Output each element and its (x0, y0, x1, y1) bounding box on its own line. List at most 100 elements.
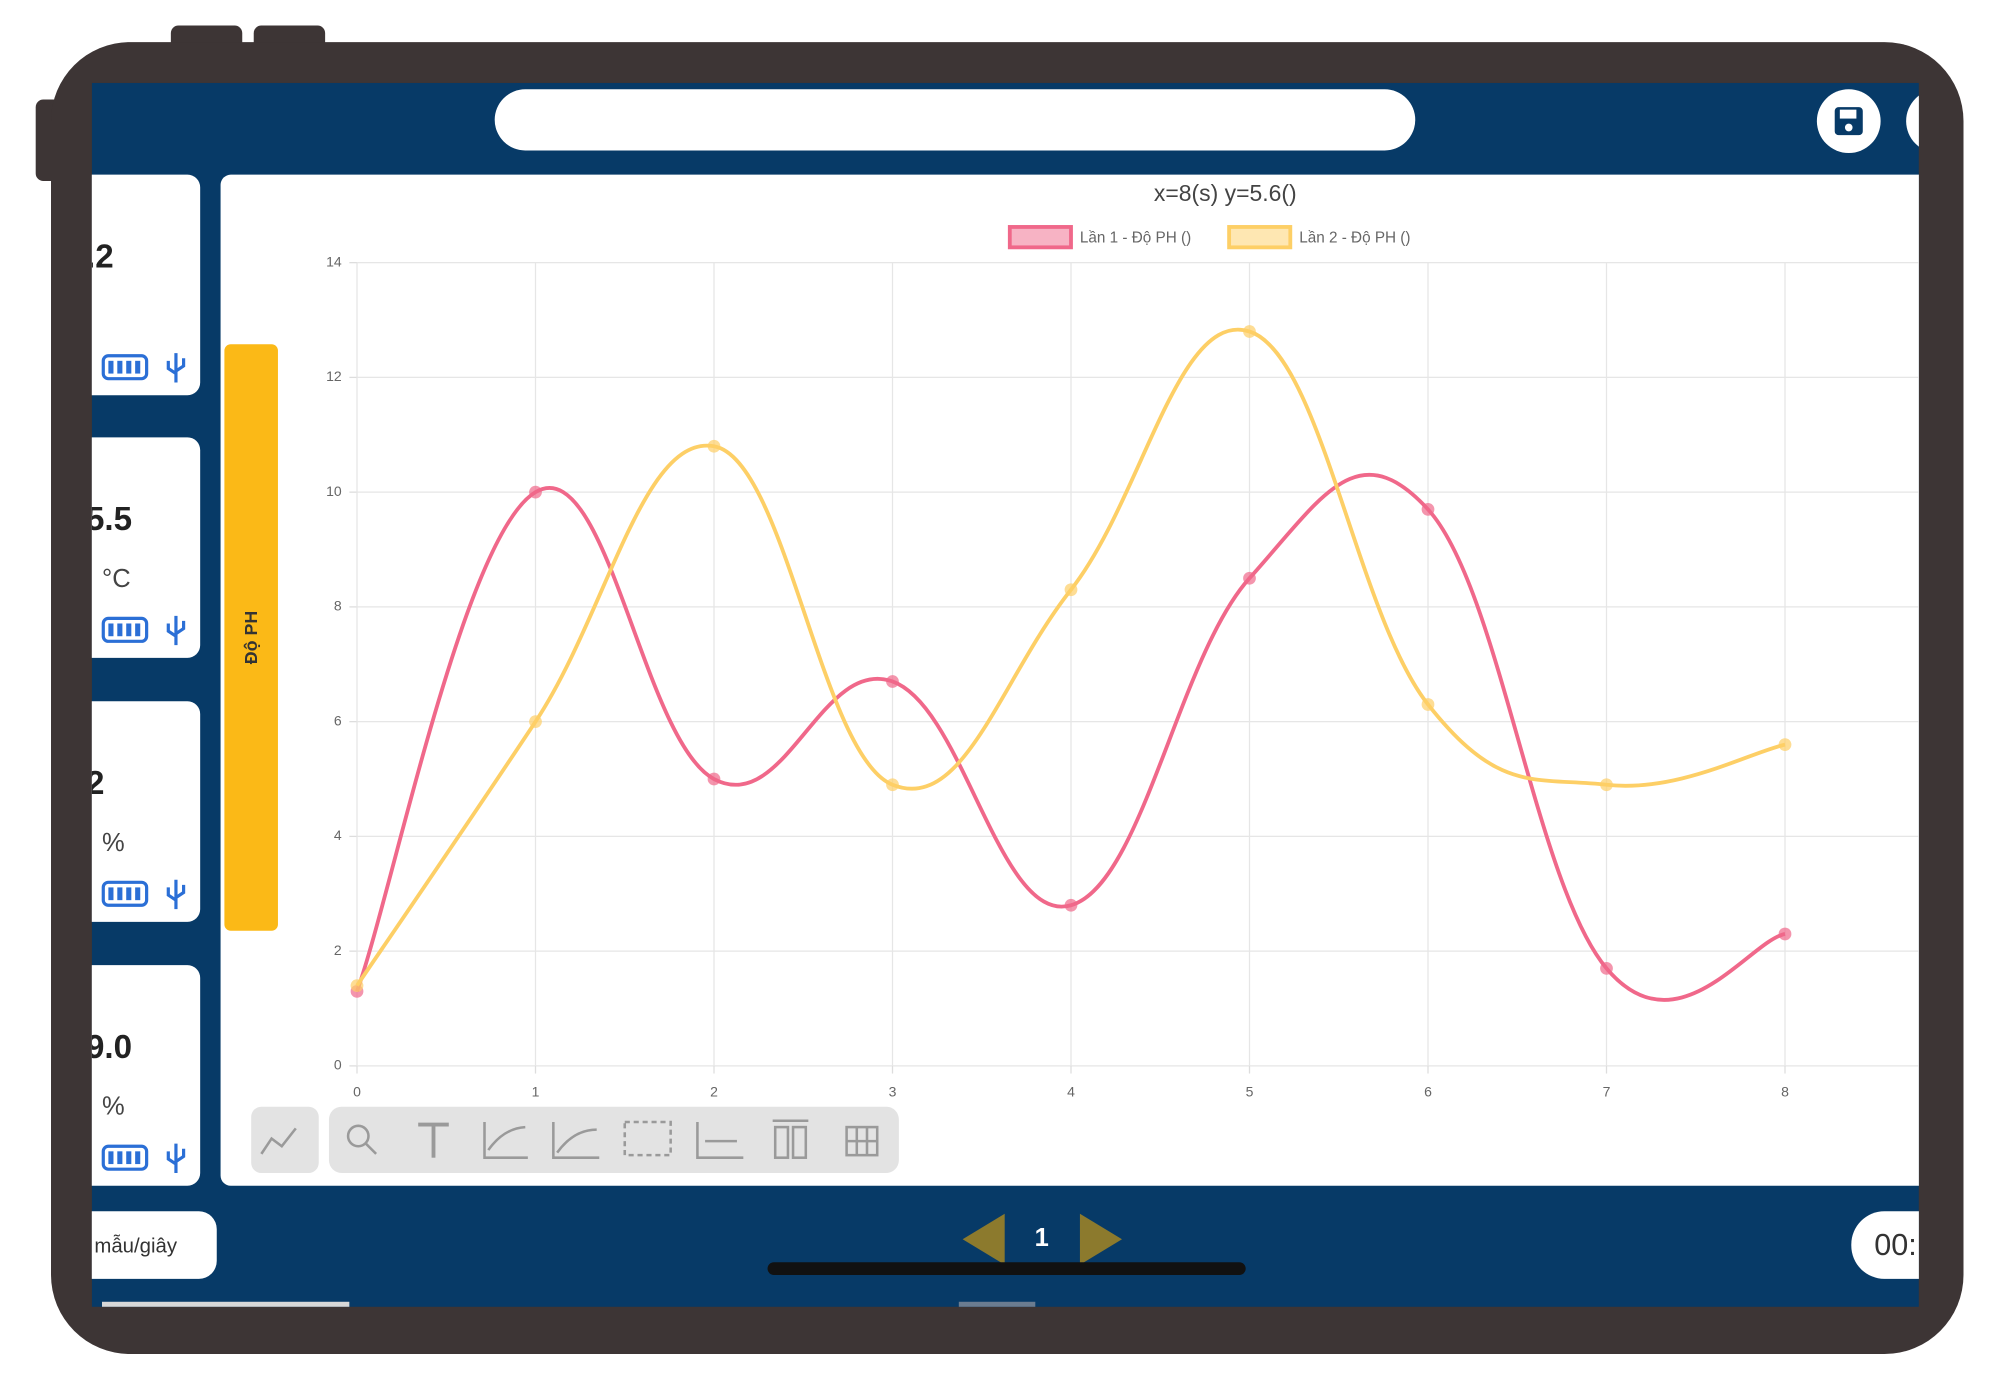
sensor-value: 19.0 (68, 1029, 132, 1066)
battery-cell (126, 887, 132, 901)
y-axis-button[interactable] (224, 344, 278, 931)
usb-icon (166, 1143, 186, 1173)
prev-button[interactable] (962, 1213, 1005, 1265)
chart-title: x=8(s) y=5.6() (1154, 180, 1297, 206)
text-tool[interactable] (418, 1122, 449, 1158)
fit-tool[interactable] (483, 1121, 528, 1159)
data-point (707, 439, 721, 453)
sensor-status (101, 615, 186, 646)
battery-cell (135, 1151, 141, 1165)
y-tick-label: 2 (334, 942, 342, 958)
data-point (529, 485, 542, 499)
data-point (886, 778, 899, 792)
sensor-status (101, 353, 186, 383)
menu-button[interactable] (1906, 89, 1970, 153)
icon (260, 1127, 297, 1155)
y-tick-label: 12 (326, 368, 342, 384)
usb-icon (166, 353, 186, 383)
sensor-status (101, 879, 186, 910)
save-button[interactable] (1816, 89, 1881, 153)
tool-group (328, 1106, 899, 1173)
tab-indicator (958, 1301, 1036, 1307)
data-point (1600, 961, 1613, 975)
x-tick-label: 2 (710, 1083, 718, 1099)
data-point (1778, 927, 1792, 941)
battery-cell (108, 623, 114, 637)
y-tick-label: 0 (334, 1057, 342, 1073)
sensor-unit: % (102, 1093, 125, 1121)
chart-panel (220, 174, 1919, 1186)
sensor-card (91, 437, 201, 658)
sensor-value: 35.5 (68, 501, 132, 538)
legend-label: Lần 2 - Độ PH () (1299, 229, 1410, 246)
battery-cell (117, 887, 123, 901)
x-tick-label: 3 (889, 1083, 897, 1099)
data-point (529, 715, 542, 729)
y-tick-label: 14 (326, 253, 342, 269)
y-tick-label: 4 (334, 827, 342, 843)
legend-label: Lần 1 - Độ PH () (1080, 229, 1191, 246)
sensor-card (91, 701, 201, 922)
sensor-unit: °C (102, 565, 131, 593)
x-tick-label: 1 (532, 1083, 540, 1099)
xy-tool[interactable] (696, 1121, 744, 1159)
sensor-card (91, 965, 201, 1186)
y-axis-label: Độ PH (241, 611, 261, 665)
home-indicator (767, 1262, 1246, 1275)
battery-icon (101, 354, 149, 381)
data-point (1243, 571, 1256, 585)
battery-cell (126, 360, 132, 374)
battery-cell (135, 360, 141, 374)
data-point (1421, 502, 1435, 516)
y-tick-label: 10 (326, 483, 342, 499)
data-point (1778, 738, 1792, 751)
x-tick-label: 5 (1246, 1083, 1254, 1099)
table-tool[interactable] (845, 1125, 879, 1157)
battery-icon (101, 880, 149, 907)
usb-icon (166, 879, 186, 910)
legend-item[interactable]: Lần 1 - Độ PH () (1007, 225, 1191, 250)
chart-type-button[interactable] (251, 1106, 319, 1173)
sensor-unit: % (102, 829, 125, 857)
data-point (707, 772, 721, 786)
battery-cell (126, 623, 132, 637)
data-point (1064, 583, 1078, 597)
battery-cell (108, 887, 114, 901)
sensor-card (91, 174, 201, 396)
page-number: 1 (1035, 1224, 1049, 1252)
tab-indicator (102, 1301, 350, 1307)
data-point (1600, 778, 1613, 792)
zoom-tool[interactable] (346, 1124, 378, 1155)
sensor-value: 72 (68, 765, 105, 802)
battery-icon (101, 616, 149, 643)
trend-tool[interactable] (552, 1121, 600, 1159)
usb-icon (166, 615, 186, 646)
timer: 00: (1874, 1228, 1917, 1262)
series-line (355, 327, 1786, 987)
x-tick-label: 0 (353, 1083, 361, 1099)
battery-cell (135, 887, 141, 901)
column-tool[interactable] (772, 1119, 809, 1159)
screen: 3.235.5°C72%19.0% Độ PH 0246810121401234… (51, 82, 1970, 1307)
data-point (886, 675, 899, 688)
sensor-status (101, 1143, 186, 1173)
legend-item[interactable]: Lần 2 - Độ PH () (1227, 225, 1410, 250)
battery-cell (108, 360, 114, 374)
next-button[interactable] (1079, 1213, 1122, 1265)
data-point (1421, 698, 1435, 711)
battery-cell (117, 623, 123, 637)
legend-swatch (1007, 225, 1073, 250)
battery-cell (117, 360, 123, 374)
x-tick-label: 6 (1424, 1083, 1432, 1099)
sample-rate-box[interactable] (51, 1211, 217, 1279)
search-bar[interactable] (494, 89, 1416, 151)
battery-icon (101, 1144, 149, 1171)
x-tick-label: 8 (1781, 1083, 1789, 1099)
series-line (355, 473, 1786, 1002)
data-point (1243, 325, 1256, 338)
battery-cell (126, 1151, 132, 1165)
legend-swatch (1227, 225, 1293, 250)
battery-cell (108, 1151, 114, 1165)
